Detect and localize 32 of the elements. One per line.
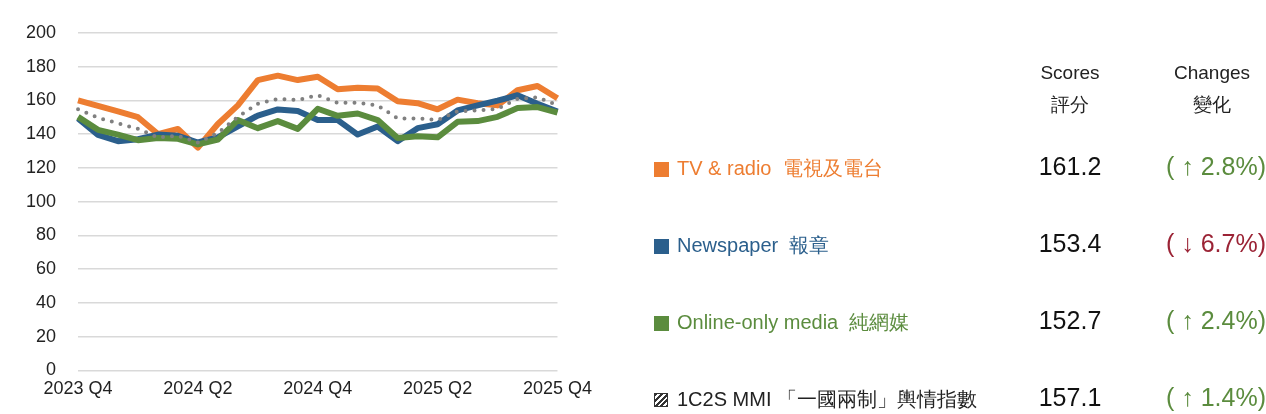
y-tick-label: 140 bbox=[25, 123, 57, 144]
y-tick-label: 20 bbox=[36, 325, 57, 346]
legend-label: TV & radio 電視及電台 bbox=[677, 156, 883, 181]
y-tick-label: 80 bbox=[36, 224, 57, 245]
text: 152.7 bbox=[1037, 306, 1103, 335]
legend-label: 1C2S MMI 「一國兩制」輿情指數 bbox=[677, 387, 978, 412]
text: Changes bbox=[1172, 62, 1252, 84]
x-tick-label: 2024 Q4 bbox=[283, 378, 353, 399]
legend-label: Newspaper 報章 bbox=[677, 233, 830, 258]
y-tick-label: 0 bbox=[46, 359, 57, 380]
x-tick-label: 2023 Q4 bbox=[43, 378, 113, 399]
y-tick-label: 200 bbox=[25, 21, 57, 42]
text: 161.2 bbox=[1037, 152, 1103, 181]
text: 157.1 bbox=[1037, 383, 1103, 412]
x-tick-label: 2024 Q2 bbox=[163, 378, 233, 399]
text: Scores bbox=[1039, 62, 1101, 84]
text: 評分 bbox=[1050, 93, 1090, 117]
y-tick-label: 160 bbox=[25, 89, 57, 110]
y-tick-label: 60 bbox=[36, 258, 57, 279]
text: 153.4 bbox=[1037, 229, 1103, 258]
x-tick-label: 2025 Q4 bbox=[522, 378, 592, 399]
y-tick-label: 40 bbox=[36, 291, 57, 312]
legend-label: Online-only media 純網媒 bbox=[677, 310, 910, 335]
y-tick-label: 120 bbox=[25, 156, 57, 177]
text: ( ↓ 6.7%) bbox=[1164, 229, 1266, 258]
text: ( ↑ 2.4%) bbox=[1164, 306, 1266, 335]
y-tick-label: 180 bbox=[25, 55, 57, 76]
text: ( ↑ 1.4%) bbox=[1164, 383, 1266, 412]
text: ( ↑ 2.8%) bbox=[1164, 152, 1266, 181]
y-tick-label: 100 bbox=[25, 190, 57, 211]
text: 變化 bbox=[1192, 93, 1232, 117]
x-tick-label: 2025 Q2 bbox=[403, 378, 473, 399]
